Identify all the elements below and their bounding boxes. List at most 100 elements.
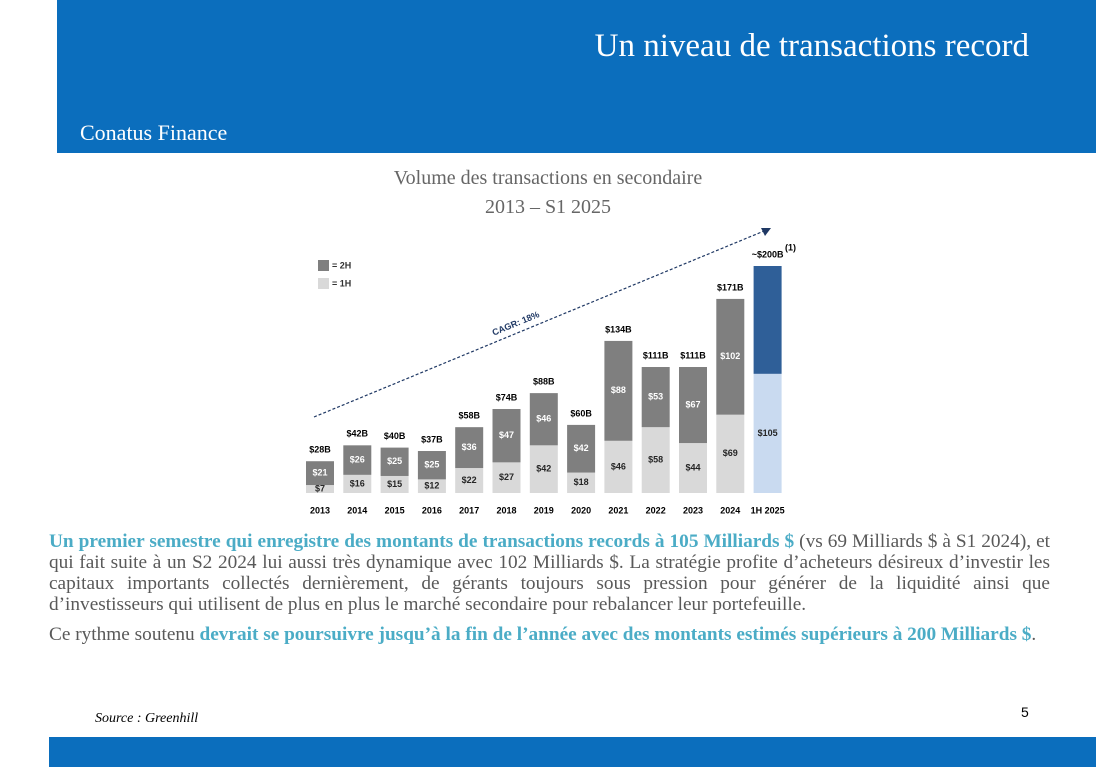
- chart: CAGR: 18% = 2H = 1H $7 $21 $28B 2013 $16 $26 $42B…: [306, 228, 796, 515]
- x-tick-label: 2013: [310, 505, 330, 515]
- total-label: $60B: [570, 408, 592, 418]
- value-label: $58: [648, 454, 663, 464]
- total-label: $88B: [533, 376, 555, 386]
- footer-band: [49, 737, 1096, 767]
- text: Ce rythme soutenu: [49, 624, 200, 645]
- value-label: $21: [312, 468, 327, 478]
- value-label: $22: [462, 475, 477, 485]
- total-label: $171B: [717, 282, 744, 292]
- page-number: 5: [1021, 704, 1029, 720]
- bar-segment: [417, 451, 446, 480]
- x-tick-label: 2014: [347, 505, 367, 515]
- total-label: $40B: [384, 431, 406, 441]
- bar-segment: [567, 424, 596, 473]
- value-label: $88: [611, 385, 626, 395]
- x-tick-label: 2018: [496, 505, 516, 515]
- total-label: $37B: [421, 434, 443, 444]
- trend-arrow: [313, 230, 765, 418]
- total-label: $28B: [309, 445, 331, 455]
- value-label: $12: [424, 481, 439, 491]
- value-label: $53: [648, 391, 663, 401]
- value-label: $25: [424, 460, 439, 470]
- value-label: $36: [462, 442, 477, 452]
- bar-segment: [529, 393, 558, 446]
- legend-swatch: [318, 260, 329, 271]
- value-label: $44: [685, 462, 700, 472]
- x-tick-label: 2020: [571, 505, 591, 515]
- bar-segment: [716, 298, 745, 415]
- body-text: Un premier semestre qui enregistre des m…: [49, 531, 1050, 654]
- legend-label: = 2H: [332, 260, 351, 270]
- bar-segment: [641, 427, 670, 493]
- paragraph: Ce rythme soutenu devrait se poursuivre …: [49, 624, 1050, 645]
- chart-title: Volume des transactions en secondaire: [393, 167, 703, 189]
- bar-segment: [604, 440, 633, 493]
- x-tick-label: 2024: [720, 505, 740, 515]
- bar-segment: [529, 445, 558, 493]
- value-label: $102: [720, 351, 740, 361]
- bar-segment: [306, 485, 334, 493]
- value-label: $47: [499, 430, 514, 440]
- header-band: [57, 0, 1096, 153]
- bar-segment: [679, 443, 707, 493]
- value-label: $42: [574, 443, 589, 453]
- slide-title: Un niveau de transactions record: [594, 28, 1029, 64]
- text: .: [1031, 624, 1037, 645]
- total-label: ~$200B: [752, 249, 784, 259]
- bar-segment: [343, 474, 372, 493]
- bar-segment: [306, 461, 334, 486]
- source: Source : Greenhill: [95, 711, 199, 726]
- bar-segment: [641, 367, 670, 428]
- value-label: $42: [536, 464, 551, 474]
- total-label: $134B: [605, 324, 632, 334]
- highlight: devrait se poursuivre jusqu’à la fin de …: [199, 624, 1032, 645]
- legend-label: = 1H: [332, 278, 351, 288]
- paragraph: Un premier semestre qui enregistre des m…: [49, 531, 1050, 615]
- value-label: $18: [574, 477, 589, 487]
- value-label: $67: [685, 399, 700, 409]
- highlight: Un premier semestre qui enregistre des m…: [49, 531, 795, 552]
- bar-segment: [492, 409, 521, 463]
- bar-segment: [380, 447, 409, 476]
- x-tick-label: 2017: [459, 505, 479, 515]
- bar-segment: [716, 414, 745, 493]
- x-tick-label: 2016: [422, 505, 442, 515]
- value-label: $15: [387, 479, 402, 489]
- bar-segment: [567, 472, 596, 493]
- legend-swatch: [318, 278, 329, 289]
- bar-segment: [380, 475, 409, 493]
- value-label: $46: [536, 414, 551, 424]
- value-label: $105: [758, 428, 778, 438]
- total-label: $111B: [680, 350, 706, 360]
- x-tick-label: 2021: [608, 505, 628, 515]
- x-tick-label: 2022: [646, 505, 666, 515]
- arrow-head: [761, 228, 771, 236]
- value-label: $27: [499, 472, 514, 482]
- value-label: $46: [611, 461, 626, 471]
- value-label: $69: [723, 448, 738, 458]
- total-label: $74B: [496, 392, 518, 402]
- x-tick-label: 2019: [534, 505, 554, 515]
- bar-segment: [753, 266, 782, 374]
- bar-segment: [679, 367, 707, 444]
- bar-segment: [604, 340, 633, 441]
- company-name: Conatus Finance: [80, 120, 228, 145]
- bar-segment: [455, 427, 484, 469]
- annotation: CAGR: 18%: [491, 309, 541, 337]
- value-label: $16: [350, 478, 365, 488]
- bar-segment: [417, 479, 446, 493]
- total-label: $42B: [347, 429, 369, 439]
- chart-subtitle: 2013 – S1 2025: [484, 196, 612, 218]
- bar-segment: [492, 462, 521, 493]
- value-label: $25: [387, 456, 402, 466]
- x-tick-label: 2023: [683, 505, 703, 515]
- bar-segment: [343, 445, 372, 475]
- text: (vs 69 Milliards $ à S1 2024), et qui fa…: [49, 531, 1050, 615]
- bar-segment: [455, 468, 484, 493]
- bar-segment: [753, 373, 782, 493]
- value-label: $26: [350, 454, 365, 464]
- total-label: $111B: [643, 350, 669, 360]
- value-label: $7: [315, 483, 325, 493]
- x-tick-label: 1H 2025: [751, 505, 785, 515]
